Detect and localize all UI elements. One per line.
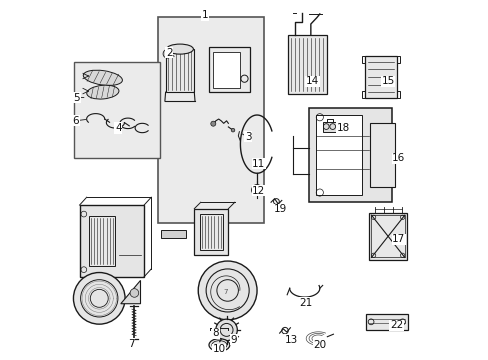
- Text: 11: 11: [252, 159, 265, 169]
- Circle shape: [231, 129, 234, 132]
- Bar: [361, 56, 364, 63]
- Bar: [158, 17, 263, 223]
- Bar: [371, 215, 404, 257]
- Text: 4: 4: [115, 123, 122, 133]
- Circle shape: [210, 121, 215, 126]
- Bar: [208, 47, 249, 92]
- Text: 17: 17: [391, 234, 405, 244]
- Text: 9: 9: [230, 334, 237, 345]
- Bar: [369, 123, 394, 187]
- Bar: [161, 230, 185, 238]
- Bar: [322, 122, 336, 132]
- Bar: [396, 56, 399, 63]
- Bar: [287, 35, 326, 94]
- Polygon shape: [121, 280, 140, 304]
- Text: 5: 5: [73, 93, 80, 103]
- Text: 22: 22: [389, 320, 402, 330]
- Circle shape: [73, 273, 125, 324]
- Text: 12: 12: [252, 186, 265, 196]
- Text: 13: 13: [284, 334, 297, 345]
- Text: 18: 18: [336, 123, 349, 133]
- Text: 21: 21: [299, 298, 312, 308]
- Text: 7: 7: [128, 339, 135, 349]
- Bar: [361, 91, 364, 98]
- Ellipse shape: [86, 85, 119, 99]
- Bar: [80, 205, 144, 277]
- Bar: [88, 216, 115, 266]
- Text: 6: 6: [73, 116, 79, 126]
- Bar: [212, 51, 239, 88]
- Bar: [396, 91, 399, 98]
- Ellipse shape: [166, 44, 193, 54]
- Circle shape: [215, 319, 237, 341]
- Text: 20: 20: [313, 340, 325, 350]
- Text: 8: 8: [212, 328, 219, 338]
- Text: 19: 19: [273, 204, 286, 215]
- Text: 16: 16: [391, 153, 405, 163]
- Bar: [194, 209, 228, 255]
- Bar: [199, 214, 223, 250]
- Bar: [315, 115, 362, 195]
- Text: 14: 14: [305, 76, 319, 86]
- Bar: [365, 314, 407, 330]
- Bar: [364, 56, 396, 98]
- Circle shape: [198, 261, 257, 320]
- Bar: [368, 213, 406, 260]
- Text: 2: 2: [165, 48, 172, 58]
- Ellipse shape: [208, 339, 229, 351]
- Bar: [74, 62, 159, 158]
- Text: 3: 3: [244, 132, 251, 142]
- Circle shape: [130, 289, 139, 297]
- Text: 10: 10: [212, 344, 225, 354]
- Text: 7: 7: [223, 289, 227, 295]
- Bar: [308, 108, 391, 202]
- Ellipse shape: [83, 70, 122, 85]
- Text: 15: 15: [381, 76, 394, 86]
- Circle shape: [163, 49, 171, 58]
- Bar: [165, 49, 194, 92]
- Text: 1: 1: [202, 10, 208, 20]
- Circle shape: [251, 185, 262, 195]
